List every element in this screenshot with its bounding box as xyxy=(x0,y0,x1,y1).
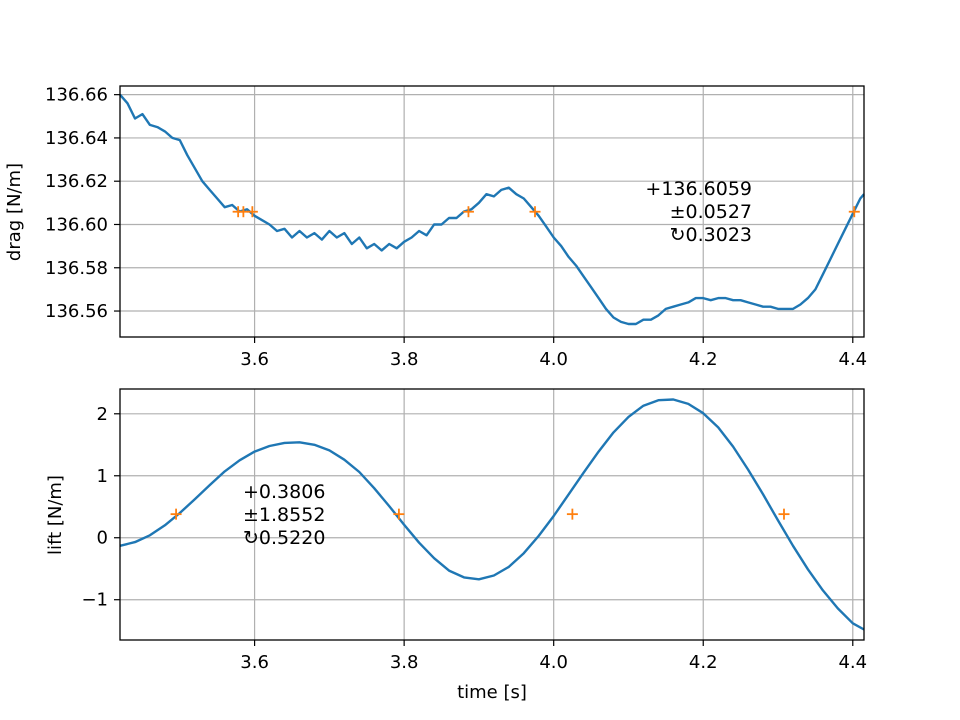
drag-y-tick-label: 136.58 xyxy=(45,258,108,279)
drag-y-tick-label: 136.62 xyxy=(45,171,108,192)
lift-annotation-amplitude: ±1.8552 xyxy=(243,504,325,526)
lift-subplot: 3.6 3.8 4.0 4.2 4.4 −1 0 1 2 lift [N/m] time [s]… xyxy=(45,388,867,703)
lift-ylabel: lift [N/m] xyxy=(45,475,66,555)
drag-y-tick-label: 136.56 xyxy=(45,301,108,322)
lift-x-tick-label: 4.2 xyxy=(689,652,718,673)
lift-series-line xyxy=(119,398,865,631)
drag-axes-frame xyxy=(119,85,865,338)
lift-annotation: +0.3806 ±1.8552 ↻0.5220 xyxy=(243,481,325,549)
drag-y-tick-label: 136.60 xyxy=(45,214,108,235)
drag-x-tick-label: 4.0 xyxy=(539,349,568,370)
drag-crossing-marker xyxy=(462,206,474,218)
drag-x-tick-label: 4.2 xyxy=(689,349,718,370)
lift-y-tick-label: 1 xyxy=(97,466,108,487)
lift-x-tick-label: 3.6 xyxy=(240,652,269,673)
drag-x-tick-label: 4.4 xyxy=(838,349,867,370)
drag-annotation-mean: +136.6059 xyxy=(645,178,752,200)
drag-crossing-marker xyxy=(246,206,258,218)
lift-grid xyxy=(120,389,864,640)
drag-crossing-marker xyxy=(848,206,860,218)
lift-annotation-period: ↻0.5220 xyxy=(243,527,325,549)
drag-x-tick-label: 3.8 xyxy=(390,349,419,370)
lift-x-tick-label: 4.4 xyxy=(838,652,867,673)
lift-annotation-mean: +0.3806 xyxy=(243,481,325,503)
lift-line xyxy=(119,398,865,631)
drag-markers xyxy=(232,206,860,218)
drag-ylabel: drag [N/m] xyxy=(4,163,25,261)
lift-x-tick-label: 3.8 xyxy=(390,652,419,673)
drag-annotation-period: ↻0.3023 xyxy=(670,224,752,246)
lift-crossing-marker xyxy=(170,508,182,520)
drag-crossing-marker xyxy=(529,206,541,218)
lift-y-tick-label: 2 xyxy=(97,404,108,425)
lift-axes-frame xyxy=(119,388,865,641)
drag-annotation: +136.6059 ±0.0527 ↻0.3023 xyxy=(645,178,752,246)
lift-crossing-marker xyxy=(566,508,578,520)
drag-y-tick-label: 136.66 xyxy=(45,85,108,106)
lift-y-tick-label: −1 xyxy=(81,590,108,611)
lift-crossing-marker xyxy=(393,508,405,520)
drag-series-line xyxy=(119,93,865,326)
lift-markers xyxy=(170,508,790,520)
lift-x-tick-label: 4.0 xyxy=(539,652,568,673)
drag-line xyxy=(119,93,865,326)
drag-ticks: 3.6 3.8 4.0 4.2 4.4 136.56 136.58 136.60 136.62 1… xyxy=(45,85,867,370)
drag-subplot: 3.6 3.8 4.0 4.2 4.4 136.56 136.58 136.60 136.62 1… xyxy=(4,85,867,370)
drag-y-tick-label: 136.64 xyxy=(45,128,108,149)
time-xlabel: time [s] xyxy=(457,682,527,703)
lift-crossing-marker xyxy=(778,508,790,520)
drag-grid xyxy=(120,86,864,337)
drag-annotation-amplitude: ±0.0527 xyxy=(670,201,752,223)
lift-ticks: 3.6 3.8 4.0 4.2 4.4 −1 0 1 2 xyxy=(81,404,867,673)
drag-x-tick-label: 3.6 xyxy=(240,349,269,370)
lift-y-tick-label: 0 xyxy=(97,528,108,549)
